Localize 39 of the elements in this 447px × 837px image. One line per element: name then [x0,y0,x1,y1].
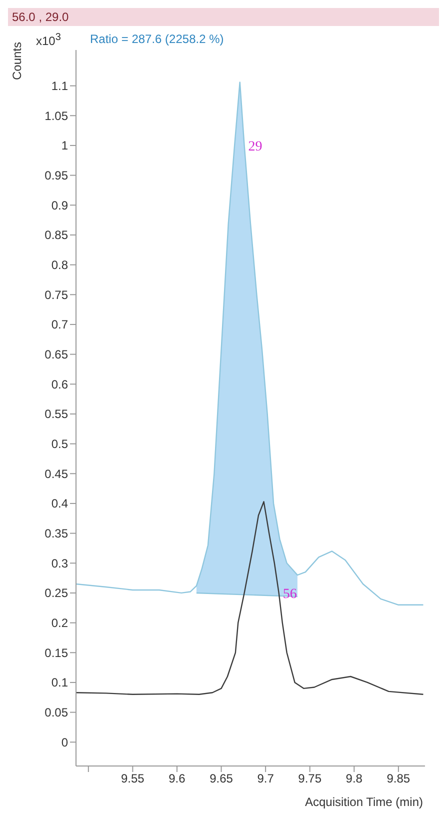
y-tick-label: 0.5 [51,437,68,452]
y-tick-label: 0.7 [51,318,68,332]
y-tick-label: 0.65 [44,348,68,362]
chart-title: 56.0 , 29.0 [8,8,439,26]
x-tick-label: 9.55 [121,772,145,786]
y-tick-label: 0.3 [51,556,68,570]
y-tick-label: 0.95 [44,168,68,183]
line-series [76,501,424,695]
x-tick-label: 9.7 [257,772,274,786]
y-tick-label: 0.15 [44,646,68,660]
y-tick-label: 0.85 [44,228,68,242]
y-tick-label: 1.1 [51,79,68,94]
y-tick-label: 0.1 [51,676,68,690]
y-tick-label: 1.05 [44,108,68,123]
text: x10$^{3}$ [36,32,61,48]
x-tick-label: 9.85 [386,772,410,786]
x-tick-label: 9.8 [346,772,363,786]
y-tick-label: 0.8 [51,258,68,272]
y-tick-label: 0.55 [44,407,68,422]
y-tick-label: 0.2 [51,616,68,630]
y-tick-label: 0.45 [44,466,68,481]
x-tick-label: 9.6 [168,772,186,786]
x-tick-label: 9.65 [210,772,234,786]
y-axis-title: Counts [10,42,24,80]
text: Ratio = 287.6 (2258.2 %) [90,32,224,46]
y-tick-label: 0.4 [51,496,68,511]
x-tick-label: 9.75 [298,772,322,786]
y-tick-label: 0.35 [44,526,68,541]
y-tick-label: 0.05 [44,706,68,720]
annotation: 29 [248,139,262,154]
y-tick-label: 0.25 [44,586,68,600]
y-tick-label: 0.6 [51,377,68,392]
y-tick-label: 0.75 [44,288,68,302]
y-tick-label: 1 [61,138,68,153]
annotation: 56 [282,586,297,602]
x-axis-title: Acquisition Time (min) [304,795,424,809]
y-tick-label: 0.9 [51,198,68,212]
y-tick-label: 0 [61,735,68,750]
line-series [76,82,424,606]
